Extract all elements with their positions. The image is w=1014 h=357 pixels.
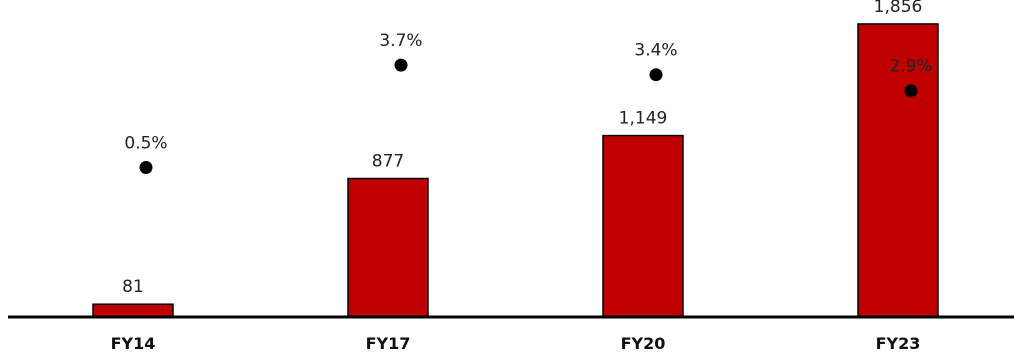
- dots-layer: [139, 58, 918, 174]
- bar-fy14: [92, 303, 174, 318]
- dot-value-label-fy17: 3.7%: [379, 31, 422, 51]
- bar-value-label-fy20: 1,149: [619, 109, 668, 129]
- x-tick-label-fy14: FY14: [111, 334, 156, 353]
- bar-value-label-fy14: 81: [122, 277, 144, 297]
- bar-value-label-fy17: 877: [372, 152, 404, 172]
- bar-fy17: [347, 177, 429, 318]
- dot-value-label-fy20: 3.4%: [634, 41, 677, 61]
- x-tick-label-fy23: FY23: [876, 334, 921, 353]
- dot-value-label-fy14: 0.5%: [124, 134, 167, 154]
- bar-value-label-fy23: 1,856: [874, 0, 923, 17]
- bar-fy20: [602, 134, 684, 318]
- dot-value-label-fy23: 2.9%: [889, 57, 932, 77]
- x-tick-labels: FY14 FY17 FY20 FY23: [111, 334, 921, 353]
- bars-layer: [92, 23, 939, 318]
- dot-fy14: [139, 161, 153, 174]
- x-tick-label-fy17: FY17: [366, 334, 411, 353]
- dot-fy23: [904, 84, 918, 98]
- x-tick-label-fy20: FY20: [621, 334, 666, 353]
- dot-fy17: [394, 58, 408, 72]
- labels-layer: 81 0.5% 877 3.7% 1,149 3.4% 1,856 2.9%: [122, 0, 932, 297]
- bar-fy23: [857, 23, 939, 318]
- dot-fy20: [649, 68, 663, 82]
